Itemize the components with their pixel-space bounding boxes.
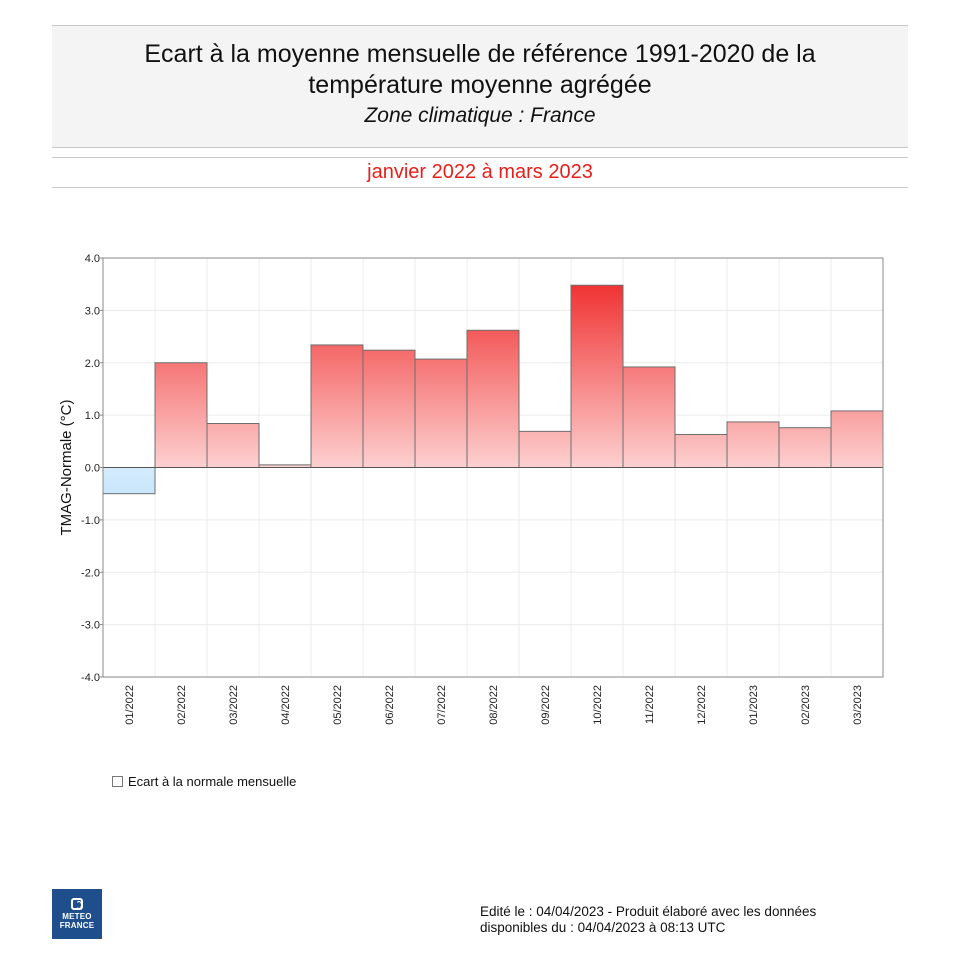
bar-11-2022[interactable]	[622, 366, 676, 468]
chart-title: Ecart à la moyenne mensuelle de référenc…	[52, 39, 908, 101]
bar-01-2023[interactable]	[726, 421, 780, 468]
bar-03-2023[interactable]	[830, 410, 884, 468]
x-tick-label: 10/2022	[592, 685, 604, 725]
bar-08-2022[interactable]	[466, 329, 520, 468]
x-tick-label: 06/2022	[384, 685, 396, 725]
bar-05-2022[interactable]	[310, 344, 364, 468]
x-tick-label: 07/2022	[436, 685, 448, 725]
y-tick-label: -3.0	[81, 620, 100, 632]
period-panel: janvier 2022 à mars 2023	[52, 157, 908, 188]
x-tick-label: 04/2022	[280, 685, 292, 725]
x-tick-label: 02/2022	[176, 685, 188, 725]
y-axis-label: TMAG-Normale (°C)	[58, 399, 75, 535]
bar-12-2022[interactable]	[674, 434, 728, 469]
y-tick-label: 2.0	[85, 358, 100, 370]
x-tick-label: 11/2022	[644, 685, 656, 724]
x-tick-label: 03/2022	[228, 685, 240, 725]
y-tick-label: 0.0	[85, 463, 100, 475]
bar-09-2022[interactable]	[518, 430, 572, 468]
x-tick-label: 02/2023	[800, 685, 812, 725]
chart-title-line2: température moyenne agrégée	[308, 71, 652, 99]
bar-06-2022[interactable]	[362, 349, 416, 468]
title-panel: Ecart à la moyenne mensuelle de référenc…	[52, 25, 908, 148]
x-tick-label: 12/2022	[696, 685, 708, 725]
bar-10-2022[interactable]	[570, 284, 624, 468]
bar-02-2022[interactable]	[154, 362, 208, 468]
legend: Ecart à la normale mensuelle	[112, 774, 296, 789]
footer-info: Edité le : 04/04/2023 - Produit élaboré …	[480, 904, 816, 936]
y-tick-label: 4.0	[85, 253, 100, 265]
footer-line2: disponibles du : 04/04/2023 à 08:13 UTC	[480, 920, 726, 935]
legend-label: Ecart à la normale mensuelle	[128, 774, 297, 789]
y-tick-label: 3.0	[85, 305, 100, 317]
meteo-france-logo: METEO FRANCE	[52, 889, 102, 939]
y-tick-label: -1.0	[81, 515, 100, 527]
x-axis-ticks: 01/2022 02/2022 03/2022 04/2022 05/2022 06/20…	[124, 685, 864, 725]
bars	[102, 284, 884, 495]
footer-line1: Edité le : 04/04/2023 - Produit élaboré …	[480, 904, 817, 919]
y-tick-label: -2.0	[81, 567, 100, 579]
y-axis-ticks: -4.0 -3.0 -2.0 -1.0 0.0 1.0 2.0 3.0 4.0	[81, 253, 103, 684]
x-tick-label: 01/2022	[124, 685, 136, 725]
bar-07-2022[interactable]	[414, 358, 468, 468]
y-tick-label: 1.0	[85, 410, 100, 422]
logo-text: METEO FRANCE	[60, 912, 95, 930]
bar-chart: -4.0-3.0-2.0-1.00.01.02.03.04.0 01/2022 0…	[58, 253, 884, 725]
logo-text-line1: METEO	[62, 912, 92, 921]
bar-01-2022[interactable]	[102, 467, 156, 495]
period-label: janvier 2022 à mars 2023	[367, 161, 593, 183]
bar-03-2022[interactable]	[206, 423, 260, 469]
x-tick-label: 03/2023	[852, 685, 864, 725]
x-tick-label: 08/2022	[488, 685, 500, 725]
logo-text-line2: FRANCE	[59, 921, 95, 930]
x-tick-label: 09/2022	[540, 685, 552, 725]
chart-subtitle: Zone climatique : France	[364, 104, 596, 127]
legend-swatch[interactable]	[112, 776, 123, 787]
x-tick-label: 05/2022	[332, 685, 344, 725]
x-tick-label: 01/2023	[748, 685, 760, 725]
logo-icon	[71, 898, 83, 910]
chart-title-line1: Ecart à la moyenne mensuelle de référenc…	[144, 40, 816, 68]
bar-02-2023[interactable]	[778, 427, 832, 469]
y-tick-label: -4.0	[81, 672, 100, 684]
